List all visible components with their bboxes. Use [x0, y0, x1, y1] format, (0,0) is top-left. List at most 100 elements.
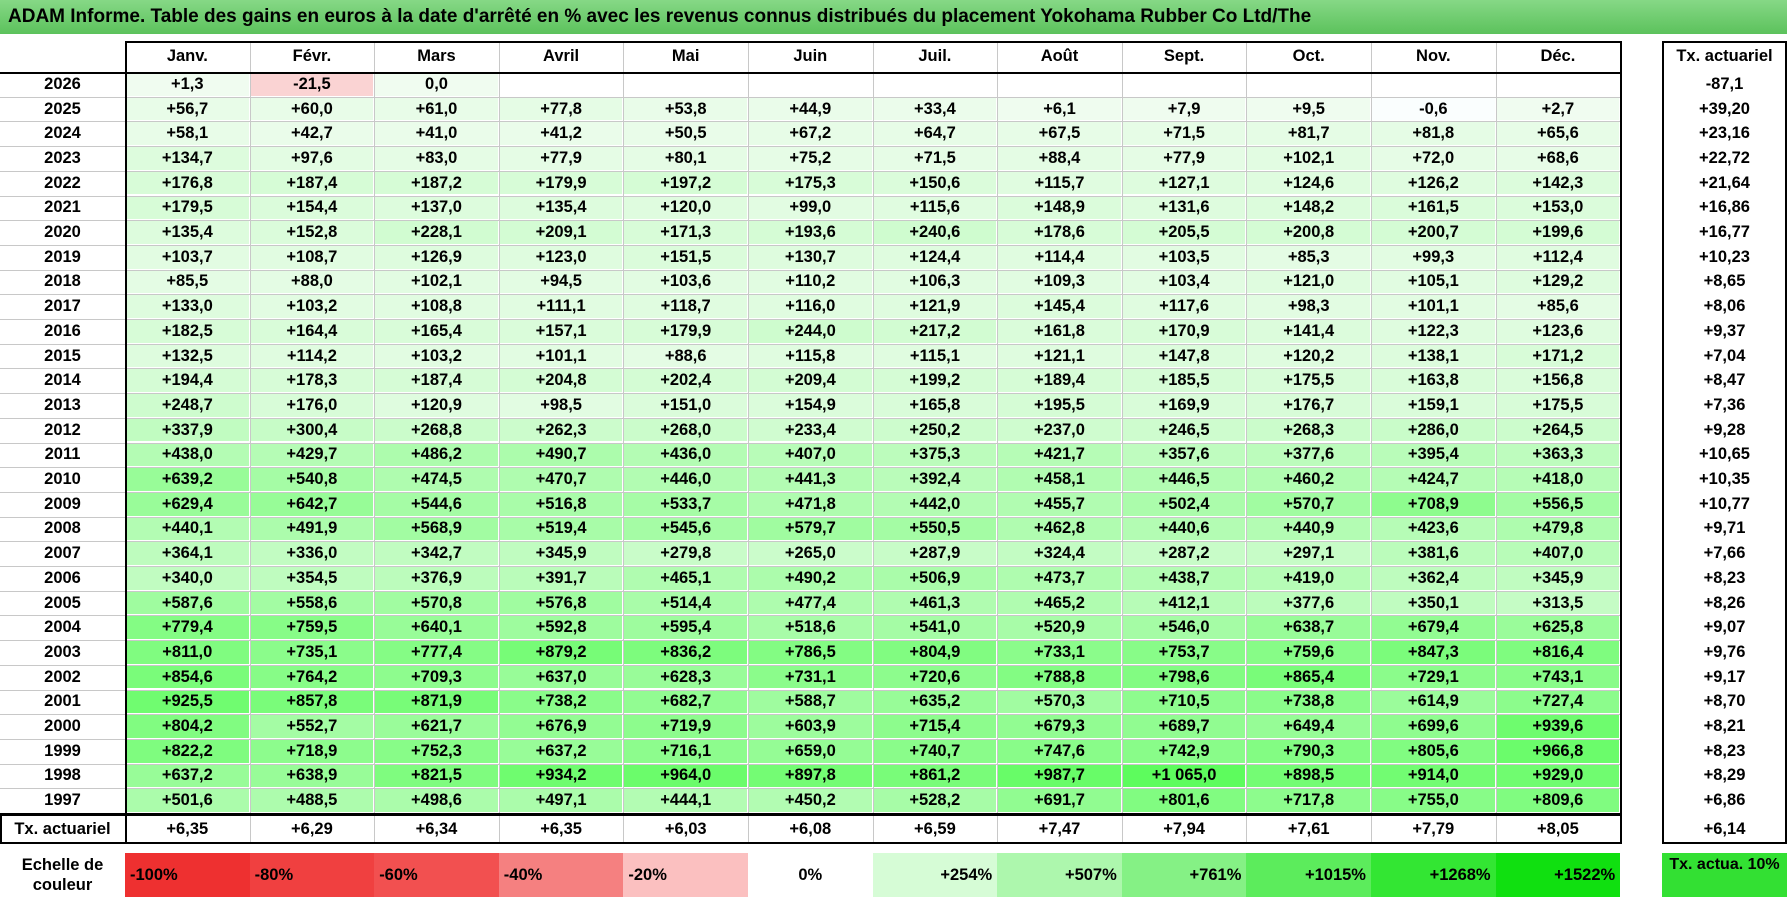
grid-divider — [0, 244, 1621, 246]
gain-cell: +639,2 — [126, 468, 249, 491]
gain-cell: +625,8 — [1496, 616, 1620, 640]
gain-cell: +865,4 — [1247, 665, 1370, 689]
gain-cell: +788,8 — [998, 665, 1121, 689]
gain-cell: +637,2 — [126, 764, 249, 788]
grid-divider — [0, 146, 1621, 148]
footer-label: Tx. actuariel — [14, 819, 111, 838]
gain-cell: +637,0 — [499, 665, 623, 689]
gain-cell: +77,9 — [499, 147, 623, 170]
year-label: 2026 — [44, 74, 81, 93]
gain-cell: +966,8 — [1496, 739, 1620, 763]
gain-cell: +115,1 — [873, 344, 997, 368]
gain-cell: +80,1 — [624, 147, 747, 170]
gain-cell: +85,6 — [1496, 295, 1620, 318]
gain-cell — [1372, 73, 1495, 96]
gain-cell: +77,8 — [499, 97, 623, 121]
gain-cell: +101,1 — [1372, 295, 1495, 318]
gain-cell: +629,4 — [126, 492, 249, 516]
gain-cell: +716,1 — [624, 739, 747, 763]
gain-cell: +441,3 — [749, 468, 872, 491]
gain-cell: +120,9 — [375, 394, 498, 417]
grid-divider — [0, 640, 1621, 642]
gain-cell: +127,1 — [1122, 171, 1246, 195]
grid-divider — [0, 590, 1621, 592]
gain-cell: +148,2 — [1247, 196, 1370, 220]
gain-cell: +138,1 — [1372, 344, 1495, 368]
gain-cell: +105,1 — [1372, 270, 1495, 294]
gain-cell: +132,5 — [126, 344, 249, 368]
gain-cell: +217,2 — [873, 320, 997, 343]
gain-cell: +209,1 — [499, 221, 623, 244]
footer-tx-total: +6,14 — [1703, 819, 1746, 838]
gain-cell: +2,7 — [1496, 97, 1620, 121]
gain-cell: +123,6 — [1496, 320, 1620, 343]
gain-cell: +115,8 — [749, 344, 872, 368]
gain-cell: +412,1 — [1122, 591, 1246, 615]
gain-cell: +65,6 — [1496, 122, 1620, 146]
gain-cell: +345,9 — [499, 542, 623, 565]
row-tx-actuariel: +8,23 — [1703, 568, 1746, 587]
gain-cell: +262,3 — [499, 418, 623, 442]
gain-cell: +699,6 — [1372, 715, 1495, 738]
gain-cell: +117,6 — [1122, 295, 1246, 318]
gain-cell: +200,7 — [1372, 221, 1495, 244]
gain-cell: +753,7 — [1122, 641, 1246, 664]
gain-cell: +121,9 — [873, 295, 997, 318]
gain-cell: +786,5 — [749, 641, 872, 664]
gain-cell: +194,4 — [126, 369, 249, 393]
row-tx-actuariel: +8,26 — [1703, 593, 1746, 612]
gain-cell: +185,5 — [1122, 369, 1246, 393]
legend-swatch: +761% — [1121, 853, 1247, 897]
gain-cell: +755,0 — [1372, 789, 1495, 812]
gain-cell: +114,2 — [250, 344, 374, 368]
gain-cell: +747,6 — [998, 739, 1121, 763]
grid-divider — [0, 467, 1621, 469]
gain-cell: +67,5 — [998, 122, 1121, 146]
gain-cell: +638,9 — [250, 764, 374, 788]
gain-cell: +568,9 — [375, 517, 498, 541]
gain-cell: +130,7 — [749, 245, 872, 269]
gain-cell: +731,1 — [749, 665, 872, 689]
gain-cell: +362,4 — [1372, 567, 1495, 590]
grid-divider — [0, 393, 1621, 395]
footer-tx-cell: +7,94 — [1163, 819, 1205, 838]
grid-divider — [0, 664, 1621, 666]
grid-divider — [0, 368, 1621, 370]
gain-cell: +473,7 — [998, 567, 1121, 590]
gain-cell: +764,2 — [250, 665, 374, 689]
grid-divider — [0, 220, 1621, 222]
gain-cell: +836,2 — [624, 641, 747, 664]
legend-swatch: +1268% — [1371, 853, 1496, 897]
gain-cell: +41,0 — [375, 122, 498, 146]
gain-cell: +391,7 — [499, 567, 623, 590]
row-tx-actuariel: +8,21 — [1703, 717, 1746, 736]
gain-cell: +929,0 — [1496, 764, 1620, 788]
legend-swatch: -100% — [125, 853, 250, 897]
gain-cell — [1247, 73, 1370, 96]
gain-cell: +440,6 — [1122, 517, 1246, 541]
year-label: 2010 — [44, 470, 81, 489]
gain-cell: +558,6 — [250, 591, 374, 615]
gain-cell: +519,4 — [499, 517, 623, 541]
gain-cell: +297,1 — [1247, 542, 1370, 565]
gain-cell: +436,0 — [624, 443, 747, 467]
legend-label: Echelle de couleur — [21, 856, 104, 894]
gain-cell: +41,2 — [499, 122, 623, 146]
gain-cell: +83,0 — [375, 147, 498, 170]
grid-divider — [0, 121, 1621, 123]
gain-cell: +640,1 — [375, 616, 498, 640]
gain-cell: +103,7 — [126, 245, 249, 269]
gain-cell: +816,4 — [1496, 641, 1620, 664]
gain-cell: +108,7 — [250, 245, 374, 269]
month-header: Mars — [417, 46, 456, 65]
gain-cell: +53,8 — [624, 97, 747, 121]
gain-cell: +461,3 — [873, 591, 997, 615]
gain-cell: +268,3 — [1247, 418, 1370, 442]
gain-cell: +345,9 — [1496, 567, 1620, 590]
gain-cell: +518,6 — [749, 616, 872, 640]
month-header: Août — [1040, 46, 1079, 65]
gain-cell: +679,4 — [1372, 616, 1495, 640]
gain-cell: +719,9 — [624, 715, 747, 738]
gain-cell: +638,7 — [1247, 616, 1370, 640]
gain-cell: +77,9 — [1122, 147, 1246, 170]
